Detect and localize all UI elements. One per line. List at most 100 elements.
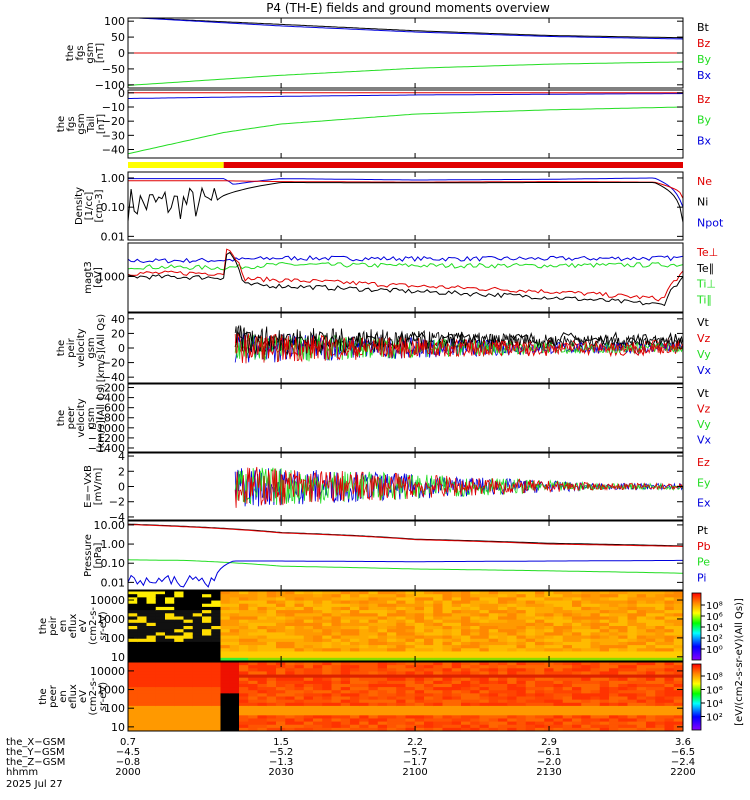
heatmap-cell [572,668,582,672]
heatmap-cell [544,600,554,605]
heatmap-cell [442,610,453,614]
heatmap-cell [488,665,499,669]
heatmap-cell [377,638,388,643]
heatmap-cell [155,641,166,646]
heatmap-cell [155,648,166,652]
heatmap-cell [211,632,221,637]
heatmap-cell [590,610,601,614]
heatmap-cell [590,721,601,726]
heatmap-cell [636,597,647,602]
heatmap-cell [655,718,665,723]
heatmap-cell [664,690,675,694]
heatmap-cell [257,687,268,691]
heatmap-cell [562,635,573,640]
heatmap-cell [636,712,647,716]
heatmap-cell [414,600,425,605]
heatmap-cell [155,665,166,669]
heatmap-cell [229,712,240,716]
heatmap-cell [137,629,147,633]
heatmap-cell [322,606,332,611]
heatmap-cell [396,657,406,661]
colorbar-tick-label: 10⁸ [706,601,723,612]
heatmap-cell [322,699,332,704]
heatmap-cell [618,705,628,710]
heatmap-cell [331,603,342,608]
colorbar-label: [eV/(cm2-s-sr-eV)(All Qs)] [734,598,745,726]
heatmap-cell [303,702,314,707]
heatmap-cell [461,680,471,685]
heatmap-cell [405,600,416,605]
heatmap-cell [276,712,286,716]
heatmap-cell [322,626,332,630]
heatmap-cell [442,674,453,679]
heatmap-cell [544,603,554,608]
heatmap-cell [636,677,647,682]
heatmap-cell [525,665,536,669]
heatmap-cell [239,648,249,652]
heatmap-cell [322,638,332,643]
heatmap-cell [433,699,443,704]
heatmap-cell [359,600,369,605]
heatmap-cell [202,709,212,713]
heatmap-cell [479,610,490,614]
heatmap-cell [442,662,453,666]
heatmap-cell [451,683,462,688]
heatmap-cell [673,651,683,656]
heatmap-cell [627,690,638,694]
heatmap-cell [405,662,416,666]
heatmap-cell [618,712,628,716]
heatmap-cell [414,665,425,669]
heatmap-cell [414,715,425,719]
heatmap-cell [535,600,545,605]
heatmap-cell [276,606,286,611]
heatmap-cell [266,648,277,652]
heatmap-cell [590,645,601,649]
heatmap-cell [165,606,175,611]
heatmap-cell [535,696,545,701]
heatmap-cell [174,619,184,624]
heatmap-cell [174,662,184,666]
heatmap-cell [192,668,203,672]
heatmap-cell [128,610,138,614]
heatmap-cell [451,674,462,679]
heatmap-cell [673,616,683,621]
heatmap-cell [544,671,554,676]
heatmap-cell [479,591,490,595]
heatmap-cell [618,651,628,656]
heatmap-cell [146,622,157,627]
xaxis-value: 2200 [670,767,695,778]
heatmap-cell [673,687,683,691]
heatmap-cell [155,651,166,656]
heatmap-cell [646,641,656,646]
heatmap-cell [414,645,425,649]
heatmap-cell [618,622,628,627]
heatmap-cell [470,616,480,621]
heatmap-cell [599,613,610,617]
heatmap-cell [461,654,471,659]
heatmap-cell [313,626,323,630]
heatmap-cell [266,606,277,611]
heatmap-cell [673,715,683,719]
heatmap-cell [424,693,434,697]
heatmap-cell [553,657,564,661]
heatmap-cell [313,635,323,640]
heatmap-cell [544,632,554,637]
heatmap-cell [405,657,416,661]
heatmap-cell [636,600,647,605]
ytick-label: −2 [109,496,125,509]
heatmap-cell [470,705,480,710]
heatmap-cell [128,616,138,621]
heatmap-cell [368,651,379,656]
heatmap-cell [396,610,406,614]
heatmap-cell [525,638,536,643]
heatmap-cell [451,622,462,627]
heatmap-cell [220,641,231,646]
heatmap-cell [128,668,138,672]
heatmap-cell [137,718,147,723]
heatmap-cell [377,654,388,659]
heatmap-cell [646,674,656,679]
heatmap-cell [562,724,573,729]
heatmap-cell [627,616,638,621]
heatmap-cell [294,638,305,643]
heatmap-cell [618,690,628,694]
